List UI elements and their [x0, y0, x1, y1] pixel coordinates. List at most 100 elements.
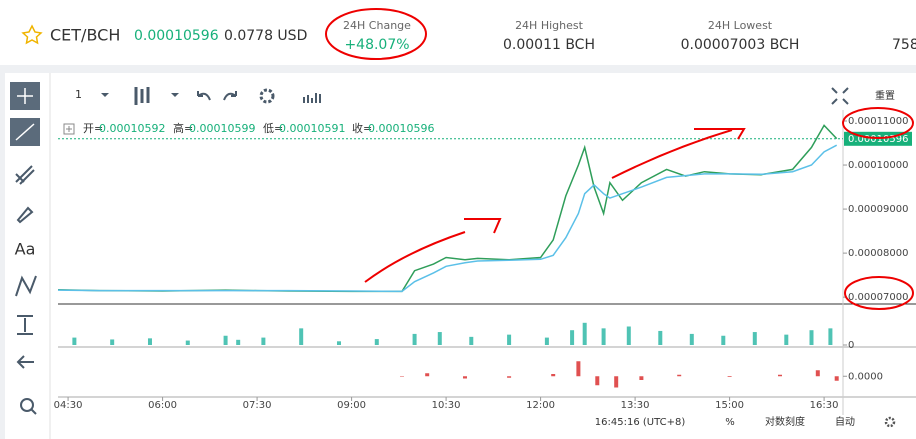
x-tick-label: 16:30 [810, 400, 839, 411]
bar [595, 376, 600, 386]
bar [689, 333, 694, 345]
bar [469, 336, 474, 345]
bar [582, 322, 587, 345]
pattern-tool[interactable] [15, 275, 37, 297]
y-tick-label: 0.00010000 [848, 160, 908, 171]
bar [815, 370, 820, 377]
interval[interactable]: 1 [75, 88, 82, 101]
price: 0.00010596 [134, 28, 219, 44]
percent-toggle[interactable]: % [725, 417, 735, 428]
price-line [57, 144, 838, 293]
dropdown[interactable] [171, 93, 179, 97]
bar [576, 361, 581, 377]
ohlc-value: 0.00010599 [189, 122, 255, 135]
annotation [364, 129, 733, 283]
bar [425, 373, 430, 377]
icon [17, 88, 33, 104]
stat-value: 0.00007003 BCH [681, 37, 800, 53]
x-tick-label: 06:00 [148, 400, 177, 411]
bar [677, 374, 682, 377]
bar [809, 330, 814, 345]
bar [626, 326, 631, 345]
x-tick-label: 15:00 [715, 400, 744, 411]
bar [299, 328, 304, 345]
brush-tool[interactable] [16, 206, 34, 224]
settings[interactable] [884, 416, 896, 428]
measure-tool[interactable] [17, 315, 33, 335]
reset[interactable]: 重置 [875, 89, 895, 102]
auto-toggle[interactable]: 自动 [835, 415, 855, 428]
stat-value: 0.00011 BCH [503, 37, 595, 53]
bar [507, 334, 512, 345]
undo[interactable] [197, 91, 211, 101]
symbol[interactable]: CET/BCH [50, 26, 120, 45]
bar [834, 376, 839, 381]
favorite-star[interactable] [21, 24, 43, 45]
y-tick-label: 0.00009000 [848, 204, 908, 215]
zoom-tool[interactable] [20, 398, 34, 412]
x-tick-label: 04:30 [54, 400, 83, 411]
stat-value: 758, [892, 37, 916, 53]
bar [223, 335, 228, 345]
bar [658, 330, 663, 345]
bar [752, 332, 757, 345]
text-tool[interactable]: Aa [15, 240, 36, 259]
bar [639, 376, 644, 380]
x-tick-label: 10:30 [432, 400, 461, 411]
icon [15, 123, 35, 141]
bar [544, 337, 549, 345]
bar [236, 339, 241, 345]
icon [66, 126, 72, 132]
bar [72, 337, 77, 345]
ohlc-label: 高= [173, 121, 193, 135]
stat-label: 24H Change [343, 19, 411, 32]
annotation [842, 107, 914, 139]
ohlc-label: 收= [352, 121, 372, 135]
annotation [325, 8, 427, 60]
settings[interactable] [259, 88, 275, 104]
bar [777, 374, 782, 377]
chart-panel [5, 73, 916, 439]
fullscreen[interactable] [831, 87, 849, 105]
ohlc-line: 开=0.00010592 高=0.00010599 低=0.00010591 收=0.… [83, 121, 434, 135]
y-tick-label: 0.0000 [848, 371, 883, 382]
bar [399, 376, 404, 377]
bar [336, 341, 341, 345]
bar [110, 339, 115, 345]
y-tick-label: 0 [848, 340, 854, 351]
x-tick-label: 07:30 [243, 400, 272, 411]
bar [570, 330, 575, 345]
bar [147, 338, 152, 345]
redo[interactable] [223, 91, 237, 101]
collapse[interactable] [63, 123, 75, 135]
bar [462, 376, 467, 379]
x-tick-label: 12:00 [526, 400, 555, 411]
ohlc-value: 0.00010591 [279, 122, 345, 135]
icon [30, 408, 37, 415]
bar [784, 334, 789, 345]
candle-type[interactable] [134, 87, 150, 105]
bar [551, 374, 556, 377]
bar [507, 376, 512, 378]
y-tick-label: 0.00007000 [848, 292, 908, 303]
stat-label: 24H Lowest [708, 19, 773, 32]
fib-tool[interactable] [15, 165, 35, 185]
annotation [464, 128, 746, 234]
indicators[interactable] [303, 93, 321, 103]
ohlc-label: 低= [263, 122, 283, 135]
log-toggle[interactable]: 对数刻度 [765, 415, 805, 428]
bar [727, 376, 732, 377]
back-tool[interactable] [16, 355, 34, 369]
top-bar [0, 0, 916, 65]
dropdown[interactable] [101, 93, 109, 97]
usd-price: 0.0778 USD [224, 28, 307, 44]
bar [261, 337, 266, 345]
ohlc-value: 0.00010592 [99, 122, 165, 135]
last-price-label: 0.00010596 [848, 134, 908, 145]
ohlc-label: 开= [83, 122, 103, 135]
bar [721, 335, 726, 345]
bar [374, 339, 379, 345]
bar [601, 328, 606, 345]
y-tick-label: 0.00008000 [848, 248, 908, 259]
